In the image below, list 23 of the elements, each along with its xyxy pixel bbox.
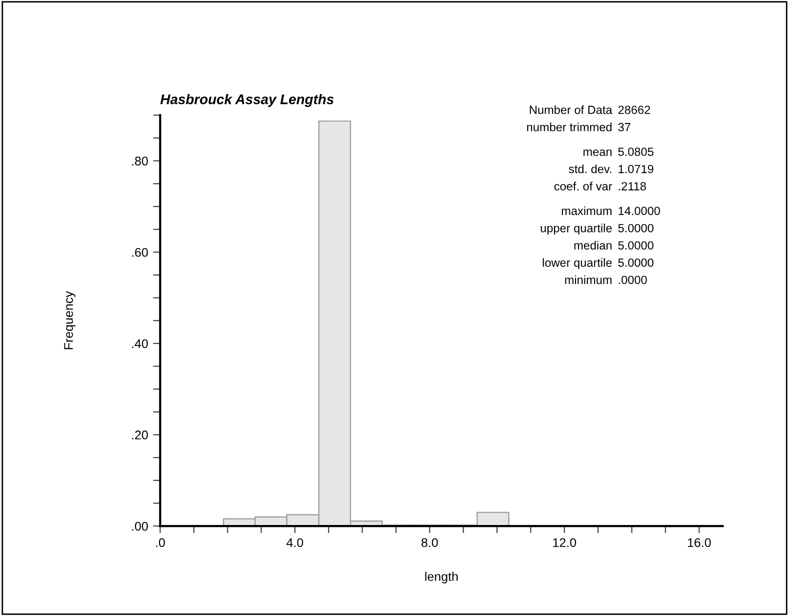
annotation: coef. of var .2118 [554,182,646,190]
y-tick-label: .20 [132,430,148,440]
y-tick-label: .60 [132,248,148,257]
annotation: lower quartile 5.0000 [542,258,654,270]
annotation: median 5.0000 [574,240,654,250]
text: Number of Data 28662 [530,105,650,114]
annotation: std. dev. 1.0719 [568,164,654,174]
annotation: upper quartile 5.0000 [540,224,654,235]
x-tick-label: 8.0 [422,538,438,548]
x-tick-label: .0 [156,538,165,548]
annotation: maximum 14.0000 [562,206,660,216]
y-tick-label: .00 [132,522,148,531]
x-axis-title: length [425,572,458,584]
annotation: number trimmed 37 [527,122,630,132]
y-tick-label: .80 [132,156,148,166]
x-tick-label: 12.0 [553,538,576,548]
y-axis-title: Frequency [64,291,76,350]
y-tick-label: .40 [132,339,148,348]
chart-title: Hasbrouck Assay Lengths [160,94,334,107]
x-tick-label: 4.0 [286,538,304,548]
x-tick-label: 16.0 [688,538,711,548]
annotation: minimum .0000 [565,275,647,284]
annotation: mean 5.0805 [584,148,654,156]
